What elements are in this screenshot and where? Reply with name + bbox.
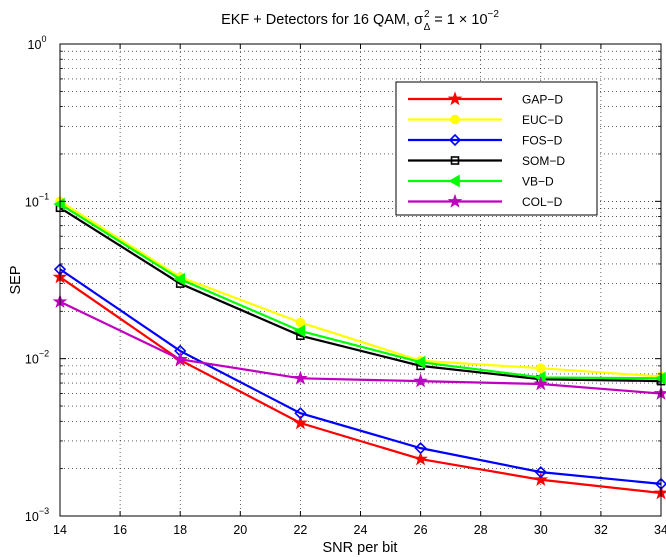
y-tick-base: 10 xyxy=(25,353,39,367)
x-tick-label: 18 xyxy=(173,523,187,537)
y-tick-base: 10 xyxy=(25,195,39,209)
series-som-d xyxy=(55,203,666,386)
y-tick-exp: −2 xyxy=(39,349,49,359)
grid xyxy=(60,44,661,516)
legend-marker xyxy=(450,114,460,125)
x-tick-label: 16 xyxy=(113,523,127,537)
data-point xyxy=(533,376,549,391)
series-line xyxy=(59,268,662,485)
y-axis-label: SEP xyxy=(8,265,24,294)
legend-item: FOS−D xyxy=(408,134,563,148)
y-tick-exp: −1 xyxy=(39,191,49,201)
data-point xyxy=(413,451,428,466)
legend-item: SOM−D xyxy=(408,154,565,168)
series-vb-d xyxy=(53,197,666,385)
series-layer xyxy=(52,196,666,500)
title-exp: −2 xyxy=(488,9,500,20)
x-tick-label: 24 xyxy=(354,523,368,537)
y-tick-exp: 0 xyxy=(41,34,46,44)
data-point xyxy=(294,407,307,420)
x-tick-label: 30 xyxy=(534,523,548,537)
legend-marker xyxy=(448,133,462,147)
x-tick-label: 28 xyxy=(474,523,488,537)
x-tick-label: 26 xyxy=(414,523,428,537)
series-line xyxy=(59,300,662,395)
data-point xyxy=(535,363,546,373)
legend-marker xyxy=(450,156,460,165)
data-point xyxy=(414,442,427,455)
legend-marker xyxy=(447,193,463,208)
legend-label: VB−D xyxy=(522,175,554,189)
data-point xyxy=(293,415,308,430)
data-point xyxy=(413,373,428,388)
title-prefix: EKF + Detectors for 16 QAM, xyxy=(221,12,414,28)
legend-box xyxy=(395,81,598,216)
y-tick-label: 10−2 xyxy=(25,349,49,367)
y-tick-label: 10−3 xyxy=(25,506,49,524)
chart-title: EKF + Detectors for 16 QAM, σ2 Δ = 1 × 10… xyxy=(221,9,499,33)
x-tick-label: 20 xyxy=(233,523,247,537)
x-tick-label: 34 xyxy=(654,523,666,537)
legend-label: GAP−D xyxy=(522,93,563,107)
legend-item: VB−D xyxy=(408,175,554,189)
series-gap-d xyxy=(52,269,666,500)
legend-label: FOS−D xyxy=(522,134,563,148)
legend-item: EUC−D xyxy=(408,113,563,127)
series-line xyxy=(59,200,662,378)
data-point xyxy=(653,385,666,400)
data-point xyxy=(533,472,549,486)
data-point xyxy=(172,351,188,366)
y-tick-base: 10 xyxy=(28,38,42,52)
x-axis-label: SNR per bit xyxy=(323,540,398,556)
x-tick-label: 32 xyxy=(594,523,608,537)
x-tick-label: 22 xyxy=(293,523,307,537)
data-point xyxy=(293,370,308,385)
y-tick-label: 10−1 xyxy=(25,191,49,209)
title-sigma-sup: 2 xyxy=(424,9,430,20)
y-tick-base: 10 xyxy=(25,510,39,524)
legend: GAP−D EUC−D FOS−D SOM−D VB−D COL−D xyxy=(395,81,598,216)
data-point xyxy=(293,324,306,338)
legend-item: COL−D xyxy=(408,193,563,209)
title-sigma: σ xyxy=(414,12,423,28)
series-line xyxy=(59,206,662,383)
data-point xyxy=(295,317,306,328)
legend-label: COL−D xyxy=(522,195,563,209)
data-point xyxy=(173,272,185,286)
y-tick-label: 100 xyxy=(28,34,47,52)
legend-marker xyxy=(448,174,460,188)
data-point xyxy=(413,355,426,369)
title-sigma-sub: Δ xyxy=(424,22,431,33)
legend-label: EUC−D xyxy=(522,113,563,127)
y-tick-exp: −3 xyxy=(39,506,49,516)
legend-item: GAP−D xyxy=(408,91,563,107)
legend-marker xyxy=(447,91,463,106)
data-point xyxy=(534,466,547,479)
x-tick-label: 14 xyxy=(53,523,67,537)
title-equals: = 1 × 10 xyxy=(430,12,487,28)
series-line xyxy=(59,276,662,495)
legend-label: SOM−D xyxy=(522,154,565,168)
series-line xyxy=(59,203,662,380)
